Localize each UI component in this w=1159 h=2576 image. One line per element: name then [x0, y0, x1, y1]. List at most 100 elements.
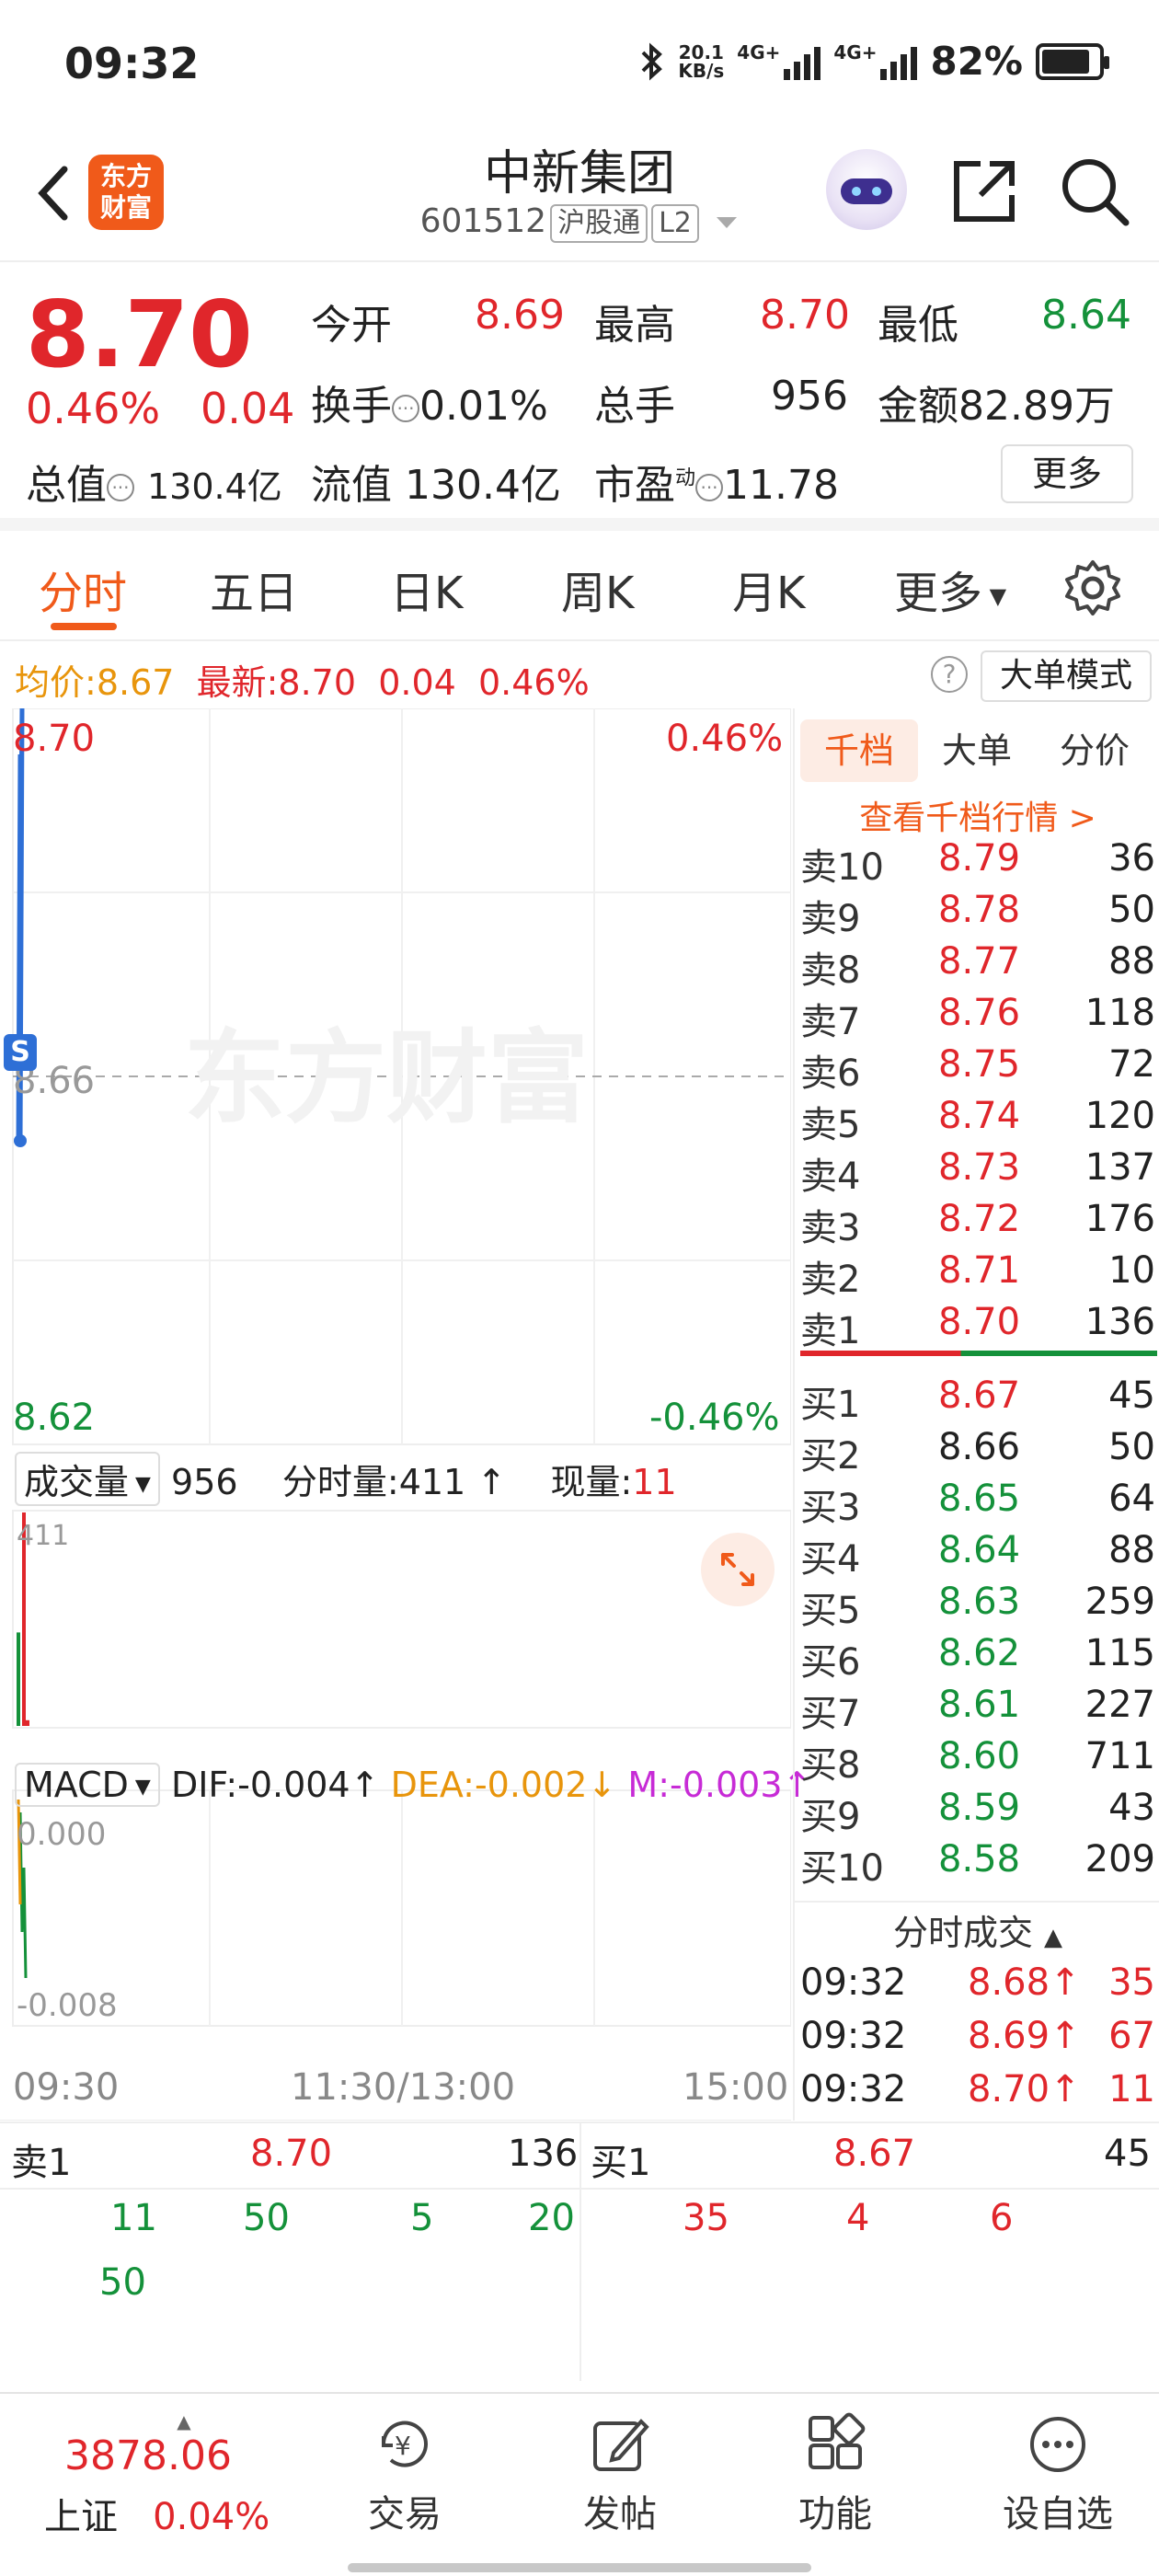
- tab-weekly-k[interactable]: 周K: [561, 568, 635, 619]
- more-button[interactable]: 更多: [1001, 444, 1133, 503]
- tick-row: 09:32 8.68↑ 35: [795, 1961, 1159, 2013]
- index-name: 上证: [44, 2496, 118, 2538]
- expand-button[interactable]: [701, 1533, 775, 1606]
- big-order-mode-button[interactable]: 大单模式: [981, 650, 1152, 702]
- tick-time: 09:32: [800, 2068, 907, 2110]
- help-icon[interactable]: ?: [931, 656, 968, 693]
- index-ticker[interactable]: ▲ 3878.06 上证 0.04%: [44, 2410, 304, 2540]
- float-row: 流值 130.4亿: [311, 462, 561, 509]
- pe-row[interactable]: 市盈动 ··· 11.78: [594, 462, 839, 509]
- bid-vol: 43: [1108, 1787, 1155, 1829]
- ask-vol: 10: [1108, 1249, 1155, 1292]
- gear-icon[interactable]: [1063, 558, 1122, 617]
- bid-vol: 115: [1084, 1632, 1155, 1674]
- bid-price: 8.66: [938, 1426, 1021, 1468]
- bid-row[interactable]: 买3 8.65 64: [795, 1478, 1159, 1529]
- tab-five-day[interactable]: 五日: [210, 568, 299, 619]
- volume-value: 956: [771, 373, 848, 420]
- app-logo[interactable]: 东方 财富: [88, 155, 164, 230]
- high-label: 最高: [594, 302, 675, 349]
- mktcap-row[interactable]: 总值 ··· 130.4亿: [26, 462, 282, 509]
- ask-row[interactable]: 卖6 8.75 72: [795, 1043, 1159, 1095]
- tab-more[interactable]: 更多 ▼: [894, 568, 1007, 619]
- ai-assistant-icon[interactable]: [826, 149, 907, 230]
- tick-price: 8.68↑: [968, 1961, 1081, 2004]
- ask-row[interactable]: 卖10 8.79 36: [795, 837, 1159, 889]
- nav-functions[interactable]: 功能: [762, 2412, 909, 2537]
- ask-price: 8.77: [938, 940, 1021, 983]
- tab-fenshi[interactable]: 分时: [39, 568, 128, 619]
- nav-trade[interactable]: ¥ 交易: [331, 2412, 478, 2537]
- tab-price-dist[interactable]: 分价: [1059, 730, 1130, 771]
- bid-price: 8.60: [938, 1735, 1021, 1777]
- open-label: 今开: [311, 302, 392, 349]
- ask-row[interactable]: 卖1 8.70 136: [795, 1301, 1159, 1352]
- avg-info: 均价:8.67 最新:8.70 0.04 0.46%: [15, 662, 590, 703]
- view-qiandang-link[interactable]: 查看千档行情 >: [859, 799, 1096, 837]
- svg-text:¥: ¥: [395, 2431, 411, 2461]
- sell-queue-item: 11: [110, 2197, 157, 2239]
- bid-label: 买3: [800, 1487, 861, 1529]
- ask-row[interactable]: 卖5 8.74 120: [795, 1095, 1159, 1146]
- back-button[interactable]: [28, 156, 83, 230]
- bid-row[interactable]: 买10 8.58 209: [795, 1838, 1159, 1890]
- volume-indicator-select[interactable]: 成交量 ▼: [15, 1452, 160, 1506]
- book-tabs: 千档 大单 分价: [795, 712, 1159, 786]
- macd-header: MACD ▼ DIF:-0.004↑ DEA:-0.002↓ M:-0.003↑: [15, 1763, 811, 1807]
- bid-row[interactable]: 买8 8.60 711: [795, 1735, 1159, 1787]
- macd-line: [18, 1811, 28, 1979]
- bid-row[interactable]: 买4 8.64 88: [795, 1529, 1159, 1581]
- more-dots-icon: [1030, 2417, 1085, 2472]
- bid-price: 8.58: [938, 1838, 1021, 1880]
- turnover-row[interactable]: 换手 ··· 0.01%: [311, 383, 548, 430]
- tab-big-order[interactable]: 大单: [941, 730, 1012, 771]
- signal-bars-icon: [784, 43, 821, 80]
- bid-row[interactable]: 买1 8.67 45: [795, 1374, 1159, 1426]
- bid-row[interactable]: 买9 8.59 43: [795, 1787, 1159, 1838]
- ticks-title[interactable]: 分时成交 ▲: [892, 1913, 1063, 1953]
- sell-queue-item: 50: [243, 2197, 290, 2239]
- ask-label: 卖2: [800, 1259, 861, 1301]
- strip-buy-vol: 45: [1104, 2133, 1151, 2175]
- amount-row: 金额82.89万: [878, 383, 1115, 430]
- status-bar: 09:32 20.1 KB/s 4G+ 4G+ 82%: [0, 0, 1159, 129]
- search-icon[interactable]: [1056, 153, 1133, 230]
- stock-code-row[interactable]: 601512 沪股通 L2: [0, 202, 1159, 243]
- share-icon[interactable]: [947, 155, 1021, 228]
- bid-row[interactable]: 买5 8.63 259: [795, 1581, 1159, 1632]
- buy-queue-item: 4: [846, 2197, 870, 2239]
- bid-price: 8.59: [938, 1787, 1021, 1829]
- info-icon: ···: [695, 474, 724, 501]
- tab-daily-k[interactable]: 日K: [390, 568, 464, 619]
- bid-row[interactable]: 买2 8.66 50: [795, 1426, 1159, 1478]
- bottom-nav: ▲ 3878.06 上证 0.04% ¥ 交易 发帖 功能 设自选: [0, 2392, 1159, 2576]
- ask-row[interactable]: 卖9 8.78 50: [795, 889, 1159, 940]
- bid-label: 买6: [800, 1641, 861, 1684]
- bid-row[interactable]: 买7 8.61 227: [795, 1684, 1159, 1735]
- ask-vol: 137: [1084, 1146, 1155, 1189]
- ask-price: 8.75: [938, 1043, 1021, 1086]
- ask-price: 8.72: [938, 1198, 1021, 1240]
- ask-price: 8.70: [938, 1301, 1021, 1343]
- intraday-chart[interactable]: 东方财富 8.70 0.46% 8.66 S 8.62 -0.46% 成交量 ▼…: [0, 708, 811, 2121]
- buy-queue-item: 35: [683, 2197, 729, 2239]
- strip-sell-vol: 136: [508, 2133, 579, 2175]
- ask-row[interactable]: 卖4 8.73 137: [795, 1146, 1159, 1198]
- ask-row[interactable]: 卖8 8.77 88: [795, 940, 1159, 992]
- bid-label: 买8: [800, 1744, 861, 1787]
- ask-row[interactable]: 卖3 8.72 176: [795, 1198, 1159, 1249]
- nav-add-watchlist[interactable]: 设自选: [984, 2412, 1131, 2537]
- home-indicator[interactable]: [348, 2563, 811, 2572]
- stock-name: 中新集团: [483, 146, 675, 201]
- sell-point-marker[interactable]: S: [4, 1034, 37, 1071]
- ask-row[interactable]: 卖7 8.76 118: [795, 992, 1159, 1043]
- macd-indicator-select[interactable]: MACD ▼: [15, 1763, 160, 1807]
- bid-row[interactable]: 买6 8.62 115: [795, 1632, 1159, 1684]
- tab-monthly-k[interactable]: 月K: [732, 568, 806, 619]
- ask-label: 卖6: [800, 1052, 861, 1095]
- ask-row[interactable]: 卖2 8.71 10: [795, 1249, 1159, 1301]
- time-axis-start: 09:30: [13, 2066, 120, 2109]
- current-price: 8.70: [26, 281, 253, 388]
- nav-post[interactable]: 发帖: [546, 2412, 694, 2537]
- tab-qiandang[interactable]: 千档: [800, 719, 918, 782]
